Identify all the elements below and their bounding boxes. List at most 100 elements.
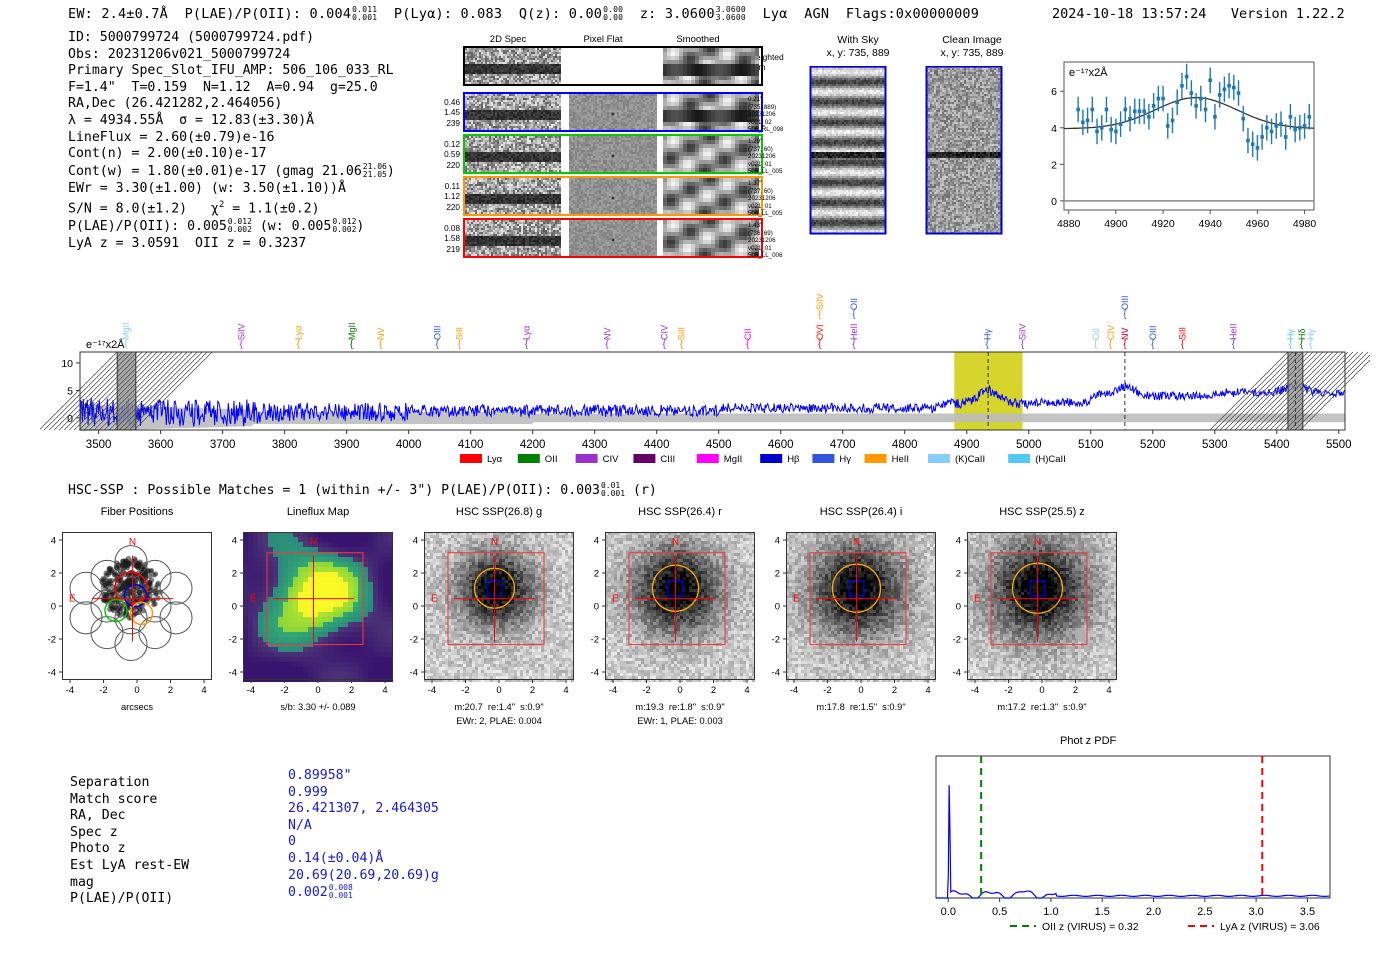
info-redshifts: LyA z = 3.0591 OII z = 0.3237: [68, 236, 395, 253]
spectrum-line-marker: OII{: [849, 298, 859, 320]
info-lambda-sigma: λ = 4934.55Å σ = 12.83(±3.30)Å: [68, 113, 395, 130]
spectrum-line-marker: {NV: [602, 327, 612, 350]
match-table-values: 0.89958" 0.999 26.421307, 2.464305 N/A 0…: [288, 768, 439, 902]
header-timestamp-version: 2024-10-18 13:57:24 Version 1.22.2: [1052, 6, 1345, 22]
spectrum-line-marker: {NV: [1120, 327, 1130, 350]
cutout-panel-title: HSC SSP(26.4) i: [786, 506, 936, 519]
spectrum-line-marker: {SiII: [677, 327, 687, 350]
info-sn-pre: S/N = 8.0(±1.2) χ: [68, 201, 219, 216]
cutout-panel-caption: s/b: 3.30 +/- 0.089: [223, 702, 413, 714]
cutout-panel-caption: m:17.2 re:1.3" s:0.9": [947, 702, 1137, 714]
flags-label: Flags:0x00000009: [846, 6, 979, 22]
match-table-labels: Separation Match score RA, Dec Spec z Ph…: [70, 775, 189, 908]
info-id: ID: 5000799724 (5000799724.pdf): [68, 30, 395, 47]
spec2d-row-stats: 0.11 1.12 220: [432, 182, 460, 213]
chi-squared-exponent: 2: [219, 200, 224, 210]
spectrum-line-marker: {OVI: [815, 324, 825, 350]
with-sky-title-text: With Sky: [837, 34, 878, 46]
info-plae-mid: (w: 0.005: [260, 219, 331, 234]
cutout-panel-caption: m:20.7 re:1.4" s:0.9": [404, 702, 594, 714]
qz-value: 0.00: [569, 6, 602, 22]
classification-label: Lyα: [763, 6, 788, 22]
version: Version 1.22.2: [1231, 6, 1345, 22]
label-separation: Separation: [70, 775, 189, 792]
info-radec: RA,Dec (26.421282,2.464056): [68, 96, 395, 113]
with-sky-title: With Sky x, y: 735, 889: [808, 34, 908, 60]
spectrum-line-marker: {HeII: [1229, 323, 1239, 350]
cutout-panel-caption-2: EWr: 2, PLAE: 0.004: [404, 716, 594, 728]
label-plae-poii: P(LAE)/P(OII): [70, 891, 189, 908]
gmag-bounds: 21.06 21.05: [363, 162, 387, 179]
timestamp: 2024-10-18 13:57:24: [1052, 6, 1206, 22]
spectrum-line-marker: {HeII: [849, 323, 859, 350]
spectrum-line-marker: {Hγ: [982, 329, 992, 350]
cutout-panel-title: HSC SSP(26.8) g: [424, 506, 574, 519]
spec2d-row-meta: 1.43" (736, 69) 20231206 v021_01 506_LL_…: [748, 222, 782, 260]
cutout-panel-caption: m:19.3 re:1.8" s:0.9": [585, 702, 775, 714]
full-spectrum-chart: e⁻¹⁷x2Å 0 5 10 3500 3600 3700 3800 3900 4000 4100 4…: [38, 262, 1379, 467]
col-title-pixelflat: Pixel Flat: [558, 34, 648, 45]
info-cont-w: Cont(w) = 1.80(±0.01)e-17 (gmag 21.06 21.…: [68, 162, 395, 181]
label-est-lya-ew: Est LyA rest-EW: [70, 858, 189, 875]
cutout-panel-title: Lineflux Map: [243, 506, 393, 519]
info-plae-end: ): [356, 219, 364, 234]
spec2d-images: [463, 46, 763, 258]
cutout-panel-caption-2: EWr: 1, PLAE: 0.003: [585, 716, 775, 728]
spec2d-row-meta: 1.29" (737, 60) 20231206 v021_01 506_LL_…: [748, 138, 782, 176]
plae-bounds: 0.011 0.001: [352, 5, 377, 22]
plya-value: 0.083: [461, 6, 503, 22]
label-match-score: Match score: [70, 792, 189, 809]
spectrum-line-marker: SiIV{: [815, 293, 825, 320]
spectrum-line-marker: {Hγ: [1286, 329, 1296, 350]
label-mag: mag: [70, 875, 189, 892]
clean-image-title: Clean Image x, y: 735, 889: [922, 34, 1022, 60]
info-plae-bounds-1: 0.012 0.002: [228, 217, 252, 234]
spectrum-line-marker: {SiII: [455, 327, 465, 350]
spectrum-line-marker: {SiIV: [236, 323, 246, 350]
info-cont-w-pre: Cont(w) = 1.80(±0.01)e-17 (gmag 21.06: [68, 164, 362, 179]
ew-value: 2.4±0.7Å: [101, 6, 168, 22]
cutout-panel-caption: arcsecs: [42, 702, 232, 714]
plae-label: P(LAE)/P(OII):: [185, 6, 302, 22]
value-plae-number: 0.002: [288, 885, 328, 900]
col-title-smoothed: Smoothed: [653, 34, 743, 45]
spectrum-line-marker: {Lyα: [522, 326, 532, 350]
value-plae-bounds: 0.008 0.001: [329, 883, 353, 900]
spectrum-line-marker: {CIV: [1106, 325, 1116, 350]
spectrum-line-marker: {OII: [1120, 328, 1130, 350]
clean-image-title-text: Clean Image: [942, 34, 1002, 46]
spectrum-line-marker: {OIII: [432, 325, 442, 350]
spectrum-line-marker: {CII: [743, 328, 753, 350]
value-est-lya-ew: 0.14(±0.04)Å: [288, 851, 439, 868]
z-bounds: 3.0600 3.0600: [716, 5, 746, 22]
hsc-plae-bounds: 0.01 0.001: [601, 481, 625, 498]
cutout-panel-caption: m:17.8 re:1.5" s:0.9": [766, 702, 956, 714]
info-sn-chi2: S/N = 8.0(±1.2) χ2 = 1.1(±0.2): [68, 197, 395, 218]
spec2d-row-stats: 0.46 1.45 239: [432, 98, 460, 129]
label-ra-dec: RA, Dec: [70, 808, 189, 825]
cutout-panel-title: HSC SSP(26.4) r: [605, 506, 755, 519]
spectrum-line-marker: {SiIV: [1018, 323, 1028, 350]
qz-label: Q(z):: [519, 6, 561, 22]
spectrum-line-marker: OIII{: [1120, 295, 1130, 320]
info-obs: Obs: 20231206v021_5000799724: [68, 47, 395, 64]
sky-cutout-images: [809, 66, 1003, 235]
cutout-panel-title: HSC SSP(25.5) z: [967, 506, 1117, 519]
info-params: F=1.4" T=0.159 N=1.12 A=0.94 g=25.0: [68, 80, 395, 97]
plae-value: 0.004: [310, 6, 352, 22]
spectrum-legend: Lyα OII CIV CIII MgII Hβ Hγ HeII (K)CaII (H)CaII: [460, 454, 1066, 465]
value-separation: 0.89958": [288, 768, 439, 785]
z-label: z:: [640, 6, 657, 22]
spec2d-panels: 2D Spec Pixel Flat Smoothed: [463, 34, 763, 258]
value-mag: 20.69(20.69,20.69)g: [288, 868, 439, 885]
spec2d-row-meta: 1.37" (737, 60) 20231206 v021_01 506_LL_…: [748, 180, 782, 218]
spectrum-line-marker: {OIII: [1148, 325, 1158, 350]
